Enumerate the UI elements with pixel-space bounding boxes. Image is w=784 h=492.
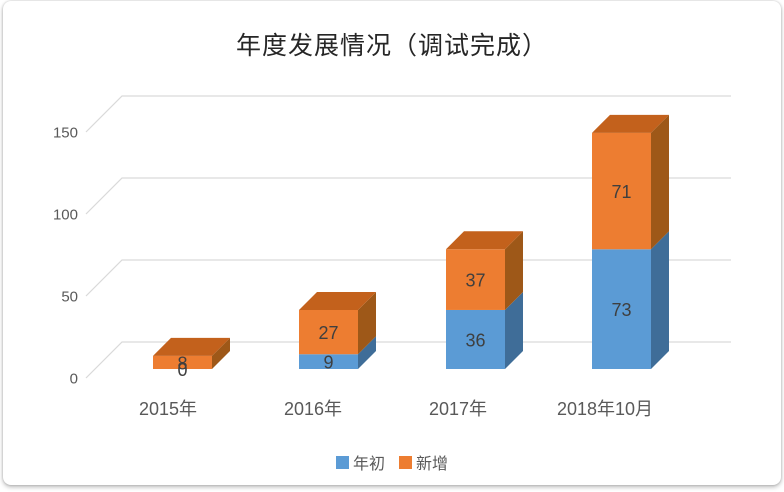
bar-value-label: 37 [465, 271, 485, 291]
bar-front-face [153, 355, 212, 369]
legend-swatch-xinzeng-icon [399, 455, 412, 469]
chart-title: 年度发展情况（调试完成） [235, 32, 548, 60]
gridline [85, 95, 731, 133]
bar-value-label: 71 [611, 182, 631, 202]
legend-label-nianchu: 年初 [352, 456, 385, 473]
bar-side-face [212, 337, 230, 369]
chart-card: 年度发展情况（调试完成） 0 50 100 150 0 8 2015年 9 27 2016年 36 3… [3, 1, 781, 485]
bar-value-label: 8 [177, 353, 187, 373]
bar-front-face [446, 249, 505, 310]
bar-top-face [299, 291, 376, 310]
bar-top-face [446, 231, 523, 250]
plot-area: 050100150082015年9272016年36372017年7371201… [53, 95, 731, 419]
x-category-label: 2017年 [429, 399, 487, 419]
legend-label-xinzeng: 新增 [416, 456, 449, 473]
gridline [85, 177, 731, 215]
bar-front-face [299, 309, 358, 355]
x-category-label: 2015年 [139, 399, 197, 419]
bar-value-label: 27 [318, 323, 338, 343]
bar-front-face [446, 309, 505, 369]
legend-swatch-nianchu-icon [335, 455, 349, 469]
bar-side-face [358, 336, 376, 369]
y-axis-tick-label: 50 [61, 289, 78, 306]
legend: 年初 新增 [3, 450, 781, 474]
bar-value-label: 9 [323, 353, 333, 373]
legend-item-nianchu[interactable]: 年初 [335, 450, 385, 474]
bar-value-label: 73 [611, 300, 631, 320]
bar-front-face [592, 249, 651, 369]
bar-side-face [651, 114, 669, 250]
legend-item-xinzeng[interactable]: 新增 [399, 450, 448, 474]
bar-side-face [651, 231, 669, 369]
bar-value-label: 36 [465, 330, 485, 350]
y-axis-tick-label: 0 [70, 371, 78, 388]
x-category-label: 2016年 [284, 399, 342, 419]
bar-value-label: 0 [177, 360, 187, 380]
bar-side-face [358, 291, 376, 355]
bar-front-face [592, 132, 651, 250]
x-category-label: 2018年10月 [557, 399, 653, 419]
bar-side-face [505, 291, 523, 369]
gridline [85, 341, 731, 379]
bar-top-face [153, 337, 230, 356]
bar-front-face [299, 354, 358, 369]
bar-top-face [592, 114, 669, 133]
bar-side-face [505, 231, 523, 310]
gridline [85, 259, 731, 297]
y-axis-tick-label: 150 [53, 125, 78, 142]
y-axis-tick-label: 100 [53, 207, 78, 224]
